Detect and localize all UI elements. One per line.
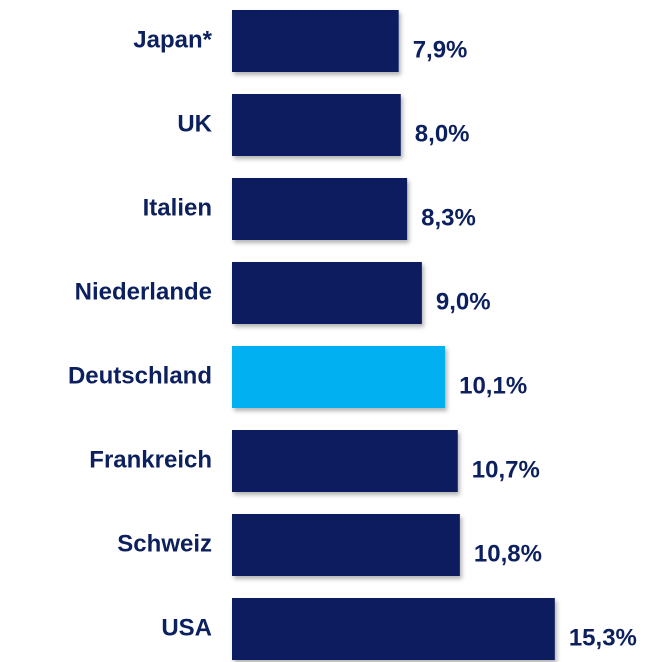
bar (232, 430, 458, 492)
value-label: 7,9% (413, 36, 468, 63)
bar (232, 598, 555, 660)
bar (232, 514, 460, 576)
category-label: Niederlande (75, 278, 212, 305)
value-label: 15,3% (569, 624, 637, 651)
bar (232, 94, 401, 156)
value-label: 10,7% (472, 456, 540, 483)
category-label: Italien (143, 194, 212, 221)
value-label: 8,0% (415, 120, 470, 147)
category-label: UK (177, 110, 212, 137)
category-label: Japan* (133, 26, 212, 53)
value-label: 10,1% (459, 372, 527, 399)
bar (232, 10, 399, 72)
bar (232, 262, 422, 324)
value-label: 10,8% (474, 540, 542, 567)
category-label: Deutschland (68, 362, 212, 389)
category-label: USA (161, 614, 212, 641)
value-label: 8,3% (421, 204, 476, 231)
category-label: Frankreich (89, 446, 212, 473)
value-label: 9,0% (436, 288, 491, 315)
bar (232, 178, 408, 240)
bar (232, 346, 446, 408)
category-label: Schweiz (117, 530, 212, 557)
